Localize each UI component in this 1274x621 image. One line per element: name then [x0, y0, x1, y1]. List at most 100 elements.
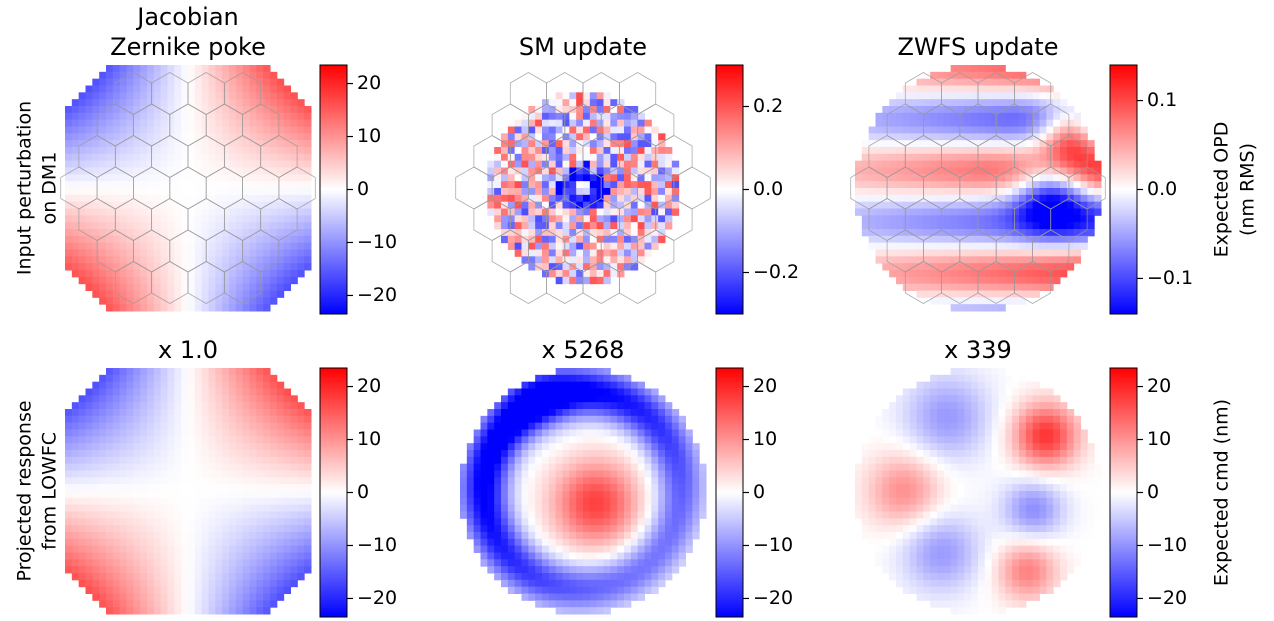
- heatmap-cell: [174, 388, 182, 396]
- heatmap-cell: [651, 235, 659, 244]
- heatmap-cell: [126, 235, 134, 244]
- heatmap-cell: [624, 133, 632, 141]
- heatmap-cell: [501, 429, 509, 437]
- heatmap-cell: [487, 532, 495, 540]
- heatmap-cell: [596, 436, 604, 444]
- heatmap-cell: [263, 174, 271, 182]
- heatmap-cell: [140, 126, 148, 134]
- heatmap-cell: [637, 194, 645, 203]
- heatmap-cell: [242, 85, 250, 93]
- heatmap-cell: [950, 222, 958, 230]
- heatmap-cell: [507, 126, 516, 134]
- heatmap-cell: [889, 188, 897, 196]
- heatmap-cell: [222, 283, 230, 291]
- heatmap-cell: [930, 290, 938, 298]
- heatmap-cell: [943, 242, 952, 250]
- heatmap-cell: [1060, 194, 1068, 203]
- heatmap-cell: [610, 415, 618, 424]
- heatmap-cell: [92, 402, 100, 410]
- heatmap-cell: [242, 552, 250, 560]
- heatmap-cell: [555, 276, 563, 285]
- heatmap-cell: [99, 504, 107, 512]
- heatmap-cell: [215, 511, 223, 519]
- heatmap-cell: [215, 429, 223, 437]
- heatmap-cell: [603, 374, 611, 383]
- heatmap-cell: [201, 593, 209, 601]
- heatmap-cell: [909, 119, 917, 127]
- heatmap-cell: [208, 235, 216, 244]
- heatmap-cell: [263, 112, 271, 121]
- heatmap-cell: [140, 106, 148, 114]
- heatmap-cell: [603, 402, 611, 410]
- heatmap-cell: [507, 395, 516, 403]
- heatmap-cell: [562, 256, 570, 264]
- heatmap-cell: [1019, 112, 1027, 121]
- heatmap-cell: [229, 92, 237, 100]
- heatmap-cell: [1019, 249, 1027, 257]
- heatmap-cell: [1012, 249, 1020, 257]
- heatmap-cell: [1019, 85, 1027, 93]
- heatmap-cell: [188, 126, 196, 134]
- heatmap-cell: [263, 422, 271, 430]
- heatmap-cell: [603, 181, 611, 189]
- heatmap-cell: [256, 525, 264, 533]
- heatmap-cell: [160, 106, 168, 114]
- heatmap-cell: [916, 106, 924, 114]
- heatmap-cell: [665, 511, 673, 519]
- heatmap-cell: [535, 194, 543, 203]
- heatmap-cell: [119, 429, 127, 437]
- heatmap-cell: [971, 194, 979, 203]
- heatmap-cell: [978, 160, 986, 168]
- heatmap-cell: [297, 470, 305, 478]
- heatmap-cell: [235, 71, 244, 80]
- heatmap-cell: [692, 443, 700, 451]
- heatmap-cell: [263, 71, 271, 80]
- heatmap-cell: [242, 607, 250, 615]
- heatmap-cell: [235, 283, 244, 291]
- heatmap-cell: [140, 559, 148, 567]
- heatmap-cell: [133, 395, 141, 403]
- heatmap-cell: [119, 290, 127, 298]
- heatmap-cell: [215, 579, 223, 588]
- heatmap-cell: [194, 422, 203, 430]
- heatmap-cell: [65, 181, 73, 189]
- heatmap-cell: [222, 566, 230, 574]
- heatmap-cell: [290, 242, 298, 250]
- heatmap-cell: [589, 242, 598, 250]
- heatmap-cell: [194, 532, 203, 540]
- heatmap-cell: [617, 242, 625, 250]
- heatmap-cell: [65, 147, 73, 155]
- heatmap-cell: [671, 167, 680, 175]
- heatmap-cell: [174, 450, 182, 458]
- heatmap-cell: [201, 415, 209, 424]
- heatmap-cell: [624, 181, 632, 189]
- heatmap-cell: [562, 368, 570, 376]
- heatmap-cell: [923, 106, 931, 114]
- heatmap-cell: [119, 283, 127, 291]
- heatmap-cell: [249, 415, 257, 424]
- heatmap-cell: [181, 249, 189, 257]
- heatmap-cell: [603, 133, 611, 141]
- heatmap-cell: [99, 99, 107, 107]
- heatmap-cell: [521, 484, 529, 492]
- heatmap-cell: [229, 477, 237, 485]
- heatmap-cell: [263, 443, 271, 451]
- heatmap-cell: [937, 174, 945, 182]
- heatmap-cell: [194, 140, 203, 148]
- heatmap-cell: [521, 153, 529, 162]
- heatmap-cell: [181, 112, 189, 121]
- heatmap-cell: [92, 429, 100, 437]
- heatmap-cell: [126, 263, 134, 271]
- heatmap-cell: [1087, 222, 1095, 230]
- heatmap-cell: [126, 477, 134, 485]
- heatmap-cell: [671, 443, 680, 451]
- heatmap-cell: [1046, 85, 1054, 93]
- heatmap-cell: [943, 112, 952, 121]
- heatmap-cell: [201, 484, 209, 492]
- heatmap-cell: [249, 456, 257, 465]
- heatmap-cell: [283, 181, 291, 189]
- heatmap-cell: [610, 381, 618, 389]
- heatmap-cell: [92, 552, 100, 560]
- heatmap-cell: [215, 586, 223, 594]
- heatmap-cell: [583, 167, 591, 175]
